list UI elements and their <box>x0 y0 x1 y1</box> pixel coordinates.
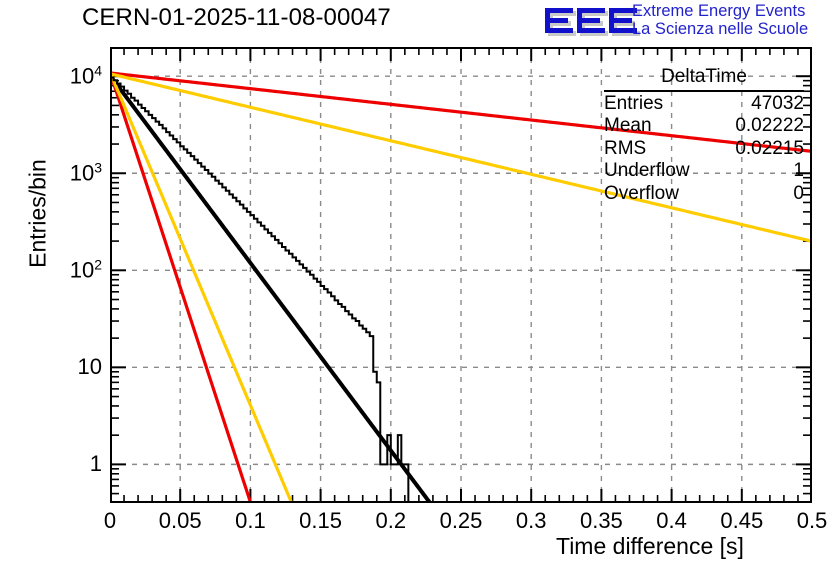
x-tick-label: 0.2 <box>375 508 407 533</box>
stats-row: Overflow 0 <box>604 183 804 206</box>
x-tick-label: 0.1 <box>235 508 266 533</box>
stats-value: 47032 <box>751 92 804 114</box>
x-tick-label: 0.5 <box>796 508 828 533</box>
fit-curve-fit-red-steep <box>110 70 253 503</box>
stats-row: RMS 0.02215 <box>604 138 804 161</box>
stats-value: 1 <box>793 160 804 181</box>
stats-key: Overflow <box>604 182 679 204</box>
stats-key: Entries <box>604 92 664 114</box>
x-tick-label: 0.25 <box>439 508 483 533</box>
eee-logo <box>543 3 643 39</box>
eee-tagline-line2: La Scienza nelle Scuole <box>632 20 809 38</box>
fit-curve-fit-red-shallow <box>110 71 812 153</box>
eee-logo-text: Extreme Energy Events La Scienza nelle S… <box>632 2 836 38</box>
y-tick-label: 10 <box>77 354 102 380</box>
x-tick-label: 0.05 <box>158 508 202 533</box>
stats-rows: Entries 47032 Mean 0.02222 RMS 0.02215 Underfl… <box>604 93 804 206</box>
stats-key: Mean <box>604 115 652 136</box>
x-tick-label: 0 <box>103 508 117 533</box>
stats-row: Entries 47032 <box>604 93 804 116</box>
eee-tagline-line1: Extreme Energy Events <box>632 2 806 20</box>
fit-curve-fit-yellow-steep <box>110 70 294 503</box>
y-tick-label: 1 <box>89 451 102 477</box>
y-tick-label: 104 <box>69 62 102 89</box>
stats-row: Underflow 1 <box>604 160 804 183</box>
x-tick-label: 0.4 <box>656 508 687 533</box>
fit-curve-fit-black <box>110 73 433 503</box>
stats-value: 0.02222 <box>735 115 804 136</box>
stats-value: 0 <box>793 182 804 204</box>
x-tick-label: 0.45 <box>720 508 764 533</box>
stats-box: DeltaTime Entries 47032 Mean 0.02222 RMS 0.02… <box>604 66 804 205</box>
x-tick-label: 0.15 <box>299 508 343 533</box>
x-tick-label: 0.35 <box>579 508 623 533</box>
stats-value: 0.02215 <box>735 137 804 159</box>
y-axis-label: Entries/bin <box>24 159 51 268</box>
fit-curve-fit-yellow-shallow <box>110 72 812 243</box>
x-axis-label: Time difference [s] <box>556 533 744 559</box>
histogram-outline <box>110 76 410 503</box>
stats-title: DeltaTime <box>604 66 804 92</box>
page-title: CERN-01-2025-11-08-00047 <box>82 4 391 31</box>
stats-row: Mean 0.02222 <box>604 115 804 138</box>
eee-logo-glyphs <box>545 8 640 36</box>
x-tick-label: 0.3 <box>515 508 547 533</box>
stats-key: RMS <box>604 137 647 159</box>
stats-key: Underflow <box>604 160 690 181</box>
